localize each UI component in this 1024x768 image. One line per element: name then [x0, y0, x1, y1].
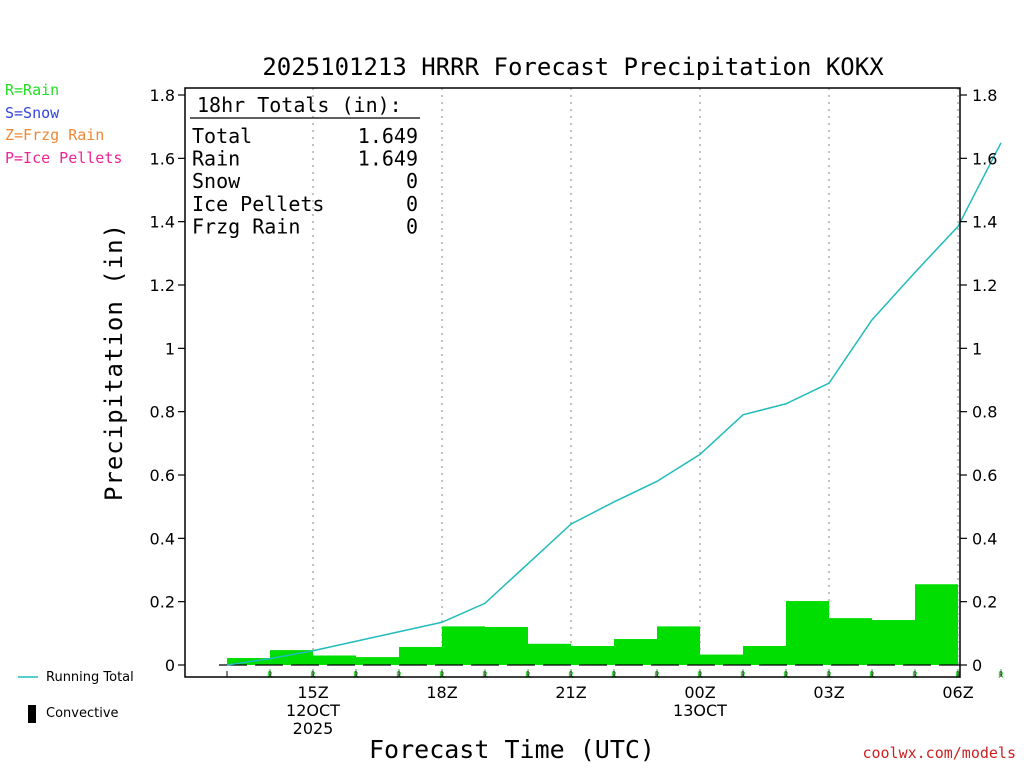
precip-bar	[829, 618, 872, 665]
y-tick-label-right: 0.8	[972, 403, 997, 422]
x-tick-label: 21Z	[555, 683, 586, 702]
y-tick-label-right: 0	[972, 656, 982, 675]
x-tick-label: 15Z	[297, 683, 328, 702]
totals-row-label: Ice Pellets	[192, 192, 324, 216]
x-tick-label: 18Z	[426, 683, 457, 702]
totals-row-label: Rain	[192, 147, 240, 171]
y-tick-label-right: 1.2	[972, 276, 997, 295]
y-tick-label-left: 1.6	[150, 149, 175, 168]
y-tick-label-right: 1.4	[972, 213, 997, 232]
running-total-line	[226, 142, 1002, 666]
ptype-key-item: S=Snow	[5, 103, 60, 122]
ptype-labels: RRRRRRRRRRRRRRRRRR	[267, 669, 1004, 681]
chart-title: 2025101213 HRRR Forecast Precipitation K…	[262, 53, 884, 81]
precip-bar	[872, 620, 915, 665]
precip-bar	[442, 626, 485, 665]
ptype-key-item: R=Rain	[5, 81, 60, 99]
x-tick-label: 00Z	[684, 683, 715, 702]
y-tick-label-left: 1.4	[150, 213, 175, 232]
y-tick-label-left: 0.6	[150, 466, 175, 485]
precip-bar	[313, 655, 356, 665]
site-credit: coolwx.com/models	[862, 744, 1016, 762]
totals-row-value: 1.649	[358, 124, 418, 148]
x-tick-label: 06Z	[942, 683, 973, 702]
y-axis-label: Precipitation (in)	[100, 223, 128, 501]
y-tick-label-left: 1	[165, 339, 175, 358]
hourly-bars	[219, 584, 960, 666]
y-tick-label-right: 0.2	[972, 593, 997, 612]
precip-bar	[743, 646, 786, 665]
y-tick-label-right: 1.8	[972, 86, 997, 105]
x-tick-label: 13OCT	[673, 701, 727, 720]
x-tick-label: 03Z	[813, 683, 844, 702]
y-axis-ticks: 0 00.2 0.20.4 0.40.6 0.60.8 0.81 11.2 1.21.4 1.4…	[150, 86, 998, 675]
x-tick-label: 12OCT	[286, 701, 340, 720]
running-total-legend-label: Running Total	[46, 670, 134, 685]
ptype-key-item: P=Ice Pellets	[5, 148, 123, 167]
precip-bar	[485, 627, 528, 665]
totals-rows: Total 1.649 Rain 1.649 Snow 0 Ice Pellets 0 Frzg…	[192, 124, 418, 238]
totals-row-value: 0	[406, 192, 418, 216]
y-tick-label-left: 0.2	[150, 593, 175, 612]
x-tick-label: 2025	[293, 719, 334, 738]
precip-bar	[786, 601, 829, 665]
y-tick-label-left: 1.2	[150, 276, 175, 295]
y-tick-label-right: 0.4	[972, 529, 997, 548]
y-tick-label-left: 0	[165, 656, 175, 675]
precip-bar	[270, 650, 313, 665]
precip-bar	[915, 584, 958, 665]
precip-bar	[657, 626, 700, 665]
totals-row-value: 1.649	[358, 147, 418, 171]
precip-bar	[614, 639, 657, 665]
y-tick-label-right: 0.6	[972, 466, 997, 485]
totals-header: 18hr Totals (in):	[197, 93, 402, 117]
convective-legend-label: Convective	[46, 706, 119, 721]
totals-box: 18hr Totals (in): Total 1.649 Rain 1.649 Sno…	[190, 93, 420, 238]
precip-bar	[528, 643, 571, 665]
y-tick-label-left: 0.4	[150, 529, 175, 548]
totals-row-value: 0	[406, 214, 418, 238]
precip-bar	[571, 646, 614, 665]
y-tick-label-left: 1.8	[150, 86, 175, 105]
precip-bar	[399, 646, 442, 665]
ptype-key-item: Z=Frzg Rain	[5, 126, 105, 145]
totals-row-label: Frzg Rain	[192, 214, 300, 238]
precip-bar	[700, 654, 743, 665]
convective-legend-swatch	[28, 705, 36, 723]
totals-row-value: 0	[406, 169, 418, 193]
plot-frame	[184, 87, 961, 678]
totals-row-label: Snow	[192, 169, 241, 193]
precip-bar	[356, 657, 399, 665]
y-tick-label-left: 0.8	[150, 403, 175, 422]
y-tick-label-right: 1	[972, 339, 982, 358]
y-tick-label-right: 1.6	[972, 149, 997, 168]
x-axis-label: Forecast Time (UTC)	[369, 735, 655, 764]
totals-row-label: Total	[192, 124, 252, 148]
